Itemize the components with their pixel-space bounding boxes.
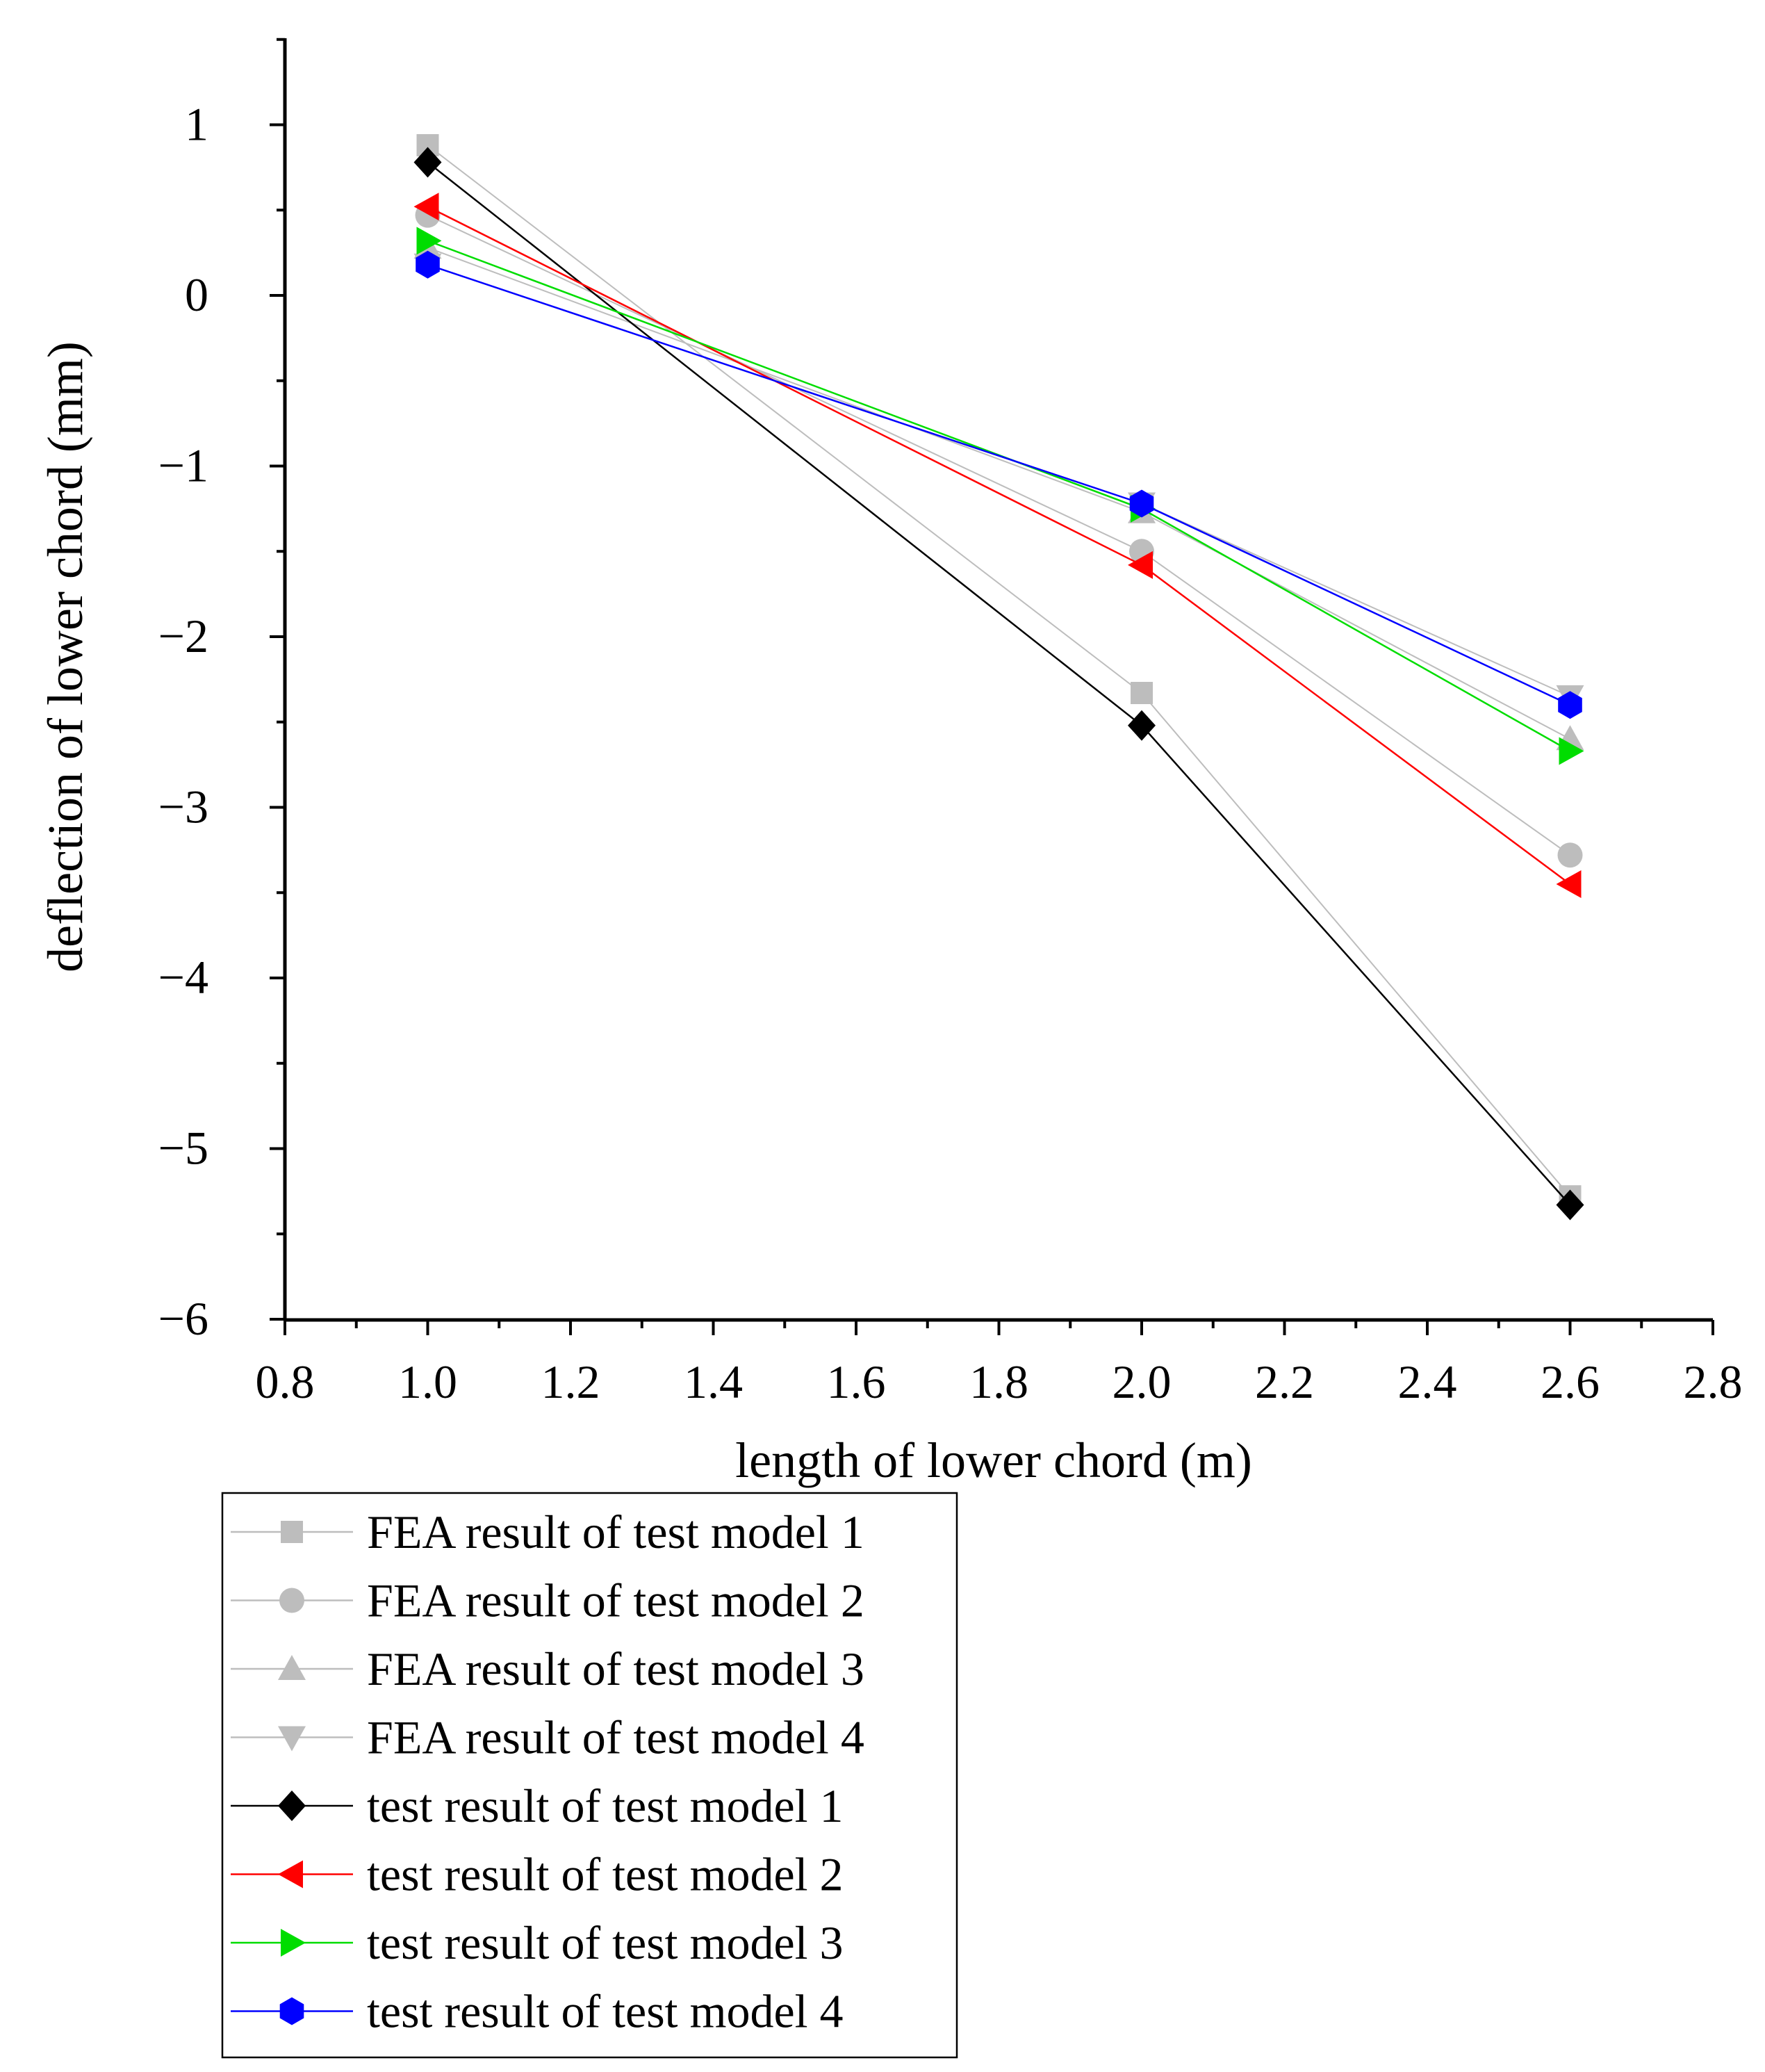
legend-marker <box>278 1860 303 1889</box>
series-line <box>427 145 1571 1197</box>
series-layer <box>413 133 1584 1221</box>
legend-label: FEA result of test model 1 <box>367 1506 864 1558</box>
series-3 <box>413 234 1584 751</box>
x-tick-label: 2.2 <box>1255 1355 1314 1408</box>
legend-marker <box>279 1997 304 2025</box>
legend-marker <box>278 1790 306 1821</box>
legend-label: FEA result of test model 2 <box>367 1574 864 1627</box>
legend-entry: FEA result of test model 1 <box>231 1506 864 1558</box>
series-4 <box>413 253 1584 710</box>
legend-label: FEA result of test model 3 <box>367 1642 864 1695</box>
x-axis-title: length of lower chord (m) <box>735 1433 1252 1488</box>
data-point <box>1559 737 1584 765</box>
series-5 <box>413 147 1584 1221</box>
legend-entry: FEA result of test model 2 <box>231 1574 864 1627</box>
legend-entry: test result of test model 2 <box>231 1848 844 1901</box>
series-1 <box>416 133 1582 1208</box>
data-point <box>1131 682 1153 705</box>
series-line <box>427 240 1571 752</box>
data-point <box>1129 489 1154 518</box>
legend-label: test result of test model 3 <box>367 1916 844 1969</box>
legend-marker <box>281 1521 303 1543</box>
legend-entry: FEA result of test model 3 <box>231 1642 864 1695</box>
data-point <box>416 250 440 279</box>
data-point <box>1556 1189 1584 1221</box>
series-7 <box>416 227 1584 765</box>
y-tick-label: −2 <box>158 610 208 662</box>
x-tick-label: 0.8 <box>256 1355 315 1408</box>
series-6 <box>413 193 1582 898</box>
legend-marker <box>278 1655 306 1680</box>
legend: FEA result of test model 1 FEA result of … <box>221 1492 958 2059</box>
x-tick-label: 2.0 <box>1113 1355 1172 1408</box>
y-tick-label: 1 <box>185 98 208 151</box>
x-tick-label: 1.4 <box>684 1355 743 1408</box>
legend-entry: test result of test model 3 <box>231 1916 844 1969</box>
axes: 0.8 1.0 1.2 1.4 1.6 1.8 2.0 2.2 2.4 2.6 2.8 −6 −5 −4 −… <box>158 38 1743 1408</box>
legend-box <box>221 1492 958 2059</box>
data-point <box>413 193 439 221</box>
x-tick-label: 2.8 <box>1684 1355 1743 1408</box>
y-axis-title: deflection of lower chord (mm) <box>38 341 93 972</box>
series-line <box>427 161 1571 1206</box>
y-tick-label: −3 <box>158 781 208 833</box>
x-tick-label: 1.2 <box>541 1355 600 1408</box>
legend-entry: test result of test model 1 <box>231 1779 844 1832</box>
x-tick-label: 1.0 <box>398 1355 457 1408</box>
x-tick-label: 2.6 <box>1541 1355 1600 1408</box>
data-point <box>413 147 442 178</box>
y-tick-label: −6 <box>158 1292 208 1345</box>
data-point <box>416 227 442 255</box>
x-tick-label: 2.4 <box>1398 1355 1457 1408</box>
y-tick-label: −5 <box>158 1122 208 1175</box>
series-line <box>427 263 1570 697</box>
legend-marker <box>278 1726 306 1752</box>
y-tick-label: −4 <box>158 951 208 1004</box>
legend-marker <box>279 1588 304 1613</box>
data-point <box>1128 710 1156 741</box>
x-tick-label: 1.8 <box>969 1355 1028 1408</box>
series-line <box>427 206 1571 886</box>
legend-entry: test result of test model 4 <box>231 1985 844 2038</box>
legend-label: test result of test model 1 <box>367 1779 844 1832</box>
data-point <box>1556 870 1582 898</box>
y-tick-label: 0 <box>185 268 208 321</box>
data-point <box>1557 842 1583 868</box>
series-8 <box>416 250 1582 719</box>
legend-label: FEA result of test model 4 <box>367 1711 864 1764</box>
legend-label: test result of test model 2 <box>367 1848 844 1901</box>
data-point <box>1128 550 1153 579</box>
legend-label: test result of test model 4 <box>367 1985 844 2038</box>
x-tick-label: 1.6 <box>827 1355 886 1408</box>
legend-marker <box>281 1929 306 1957</box>
y-tick-label: −1 <box>158 439 208 492</box>
legend-entry: FEA result of test model 4 <box>231 1711 864 1764</box>
data-point <box>1558 691 1582 719</box>
